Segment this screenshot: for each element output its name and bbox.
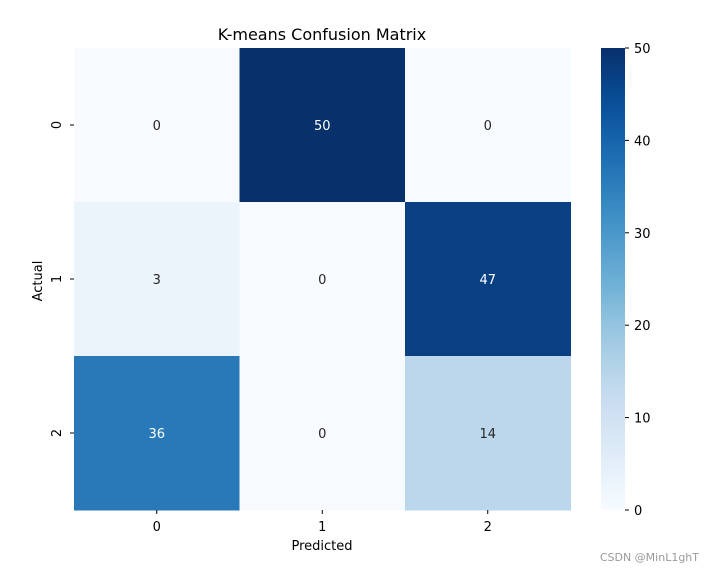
heatmap-cells: [74, 48, 571, 511]
x-tick-label-0: 0: [153, 520, 161, 535]
watermark: CSDN @MinL1ghT: [599, 551, 699, 564]
cell-value-1-0: 3: [153, 273, 161, 288]
colorbar-tick-label-1: 10: [634, 412, 651, 427]
cell-value-0-0: 0: [153, 119, 161, 134]
heatmap-cell-1-2: [405, 202, 571, 357]
x-axis-label: Predicted: [291, 539, 352, 554]
heatmap-cell-0-1: [239, 48, 406, 203]
colorbar-tick-label-4: 40: [634, 134, 651, 149]
heatmap-cell-2-0: [74, 356, 240, 511]
heatmap-cell-0-2: [405, 48, 571, 203]
y-axis-ticks: 0 1 2: [50, 121, 74, 437]
cell-value-1-1: 0: [318, 273, 326, 288]
heatmap-cell-0-0: [74, 48, 240, 203]
chart-title: K-means Confusion Matrix: [218, 25, 426, 44]
heatmap-cell-labels: 0 50 0 3 0 47 36 0 14: [148, 119, 496, 442]
colorbar: [601, 48, 625, 510]
y-tick-label-2: 2: [50, 429, 65, 437]
x-tick-label-1: 1: [318, 520, 326, 535]
colorbar-tick-label-5: 50: [634, 42, 651, 57]
cell-value-2-1: 0: [318, 427, 326, 442]
colorbar-tick-label-0: 0: [634, 504, 642, 519]
cell-value-0-1: 50: [314, 119, 331, 134]
x-tick-label-2: 2: [484, 520, 492, 535]
cell-value-1-2: 47: [479, 273, 496, 288]
colorbar-tick-label-3: 30: [634, 227, 651, 242]
heatmap-cell-1-1: [239, 202, 406, 357]
y-axis-label: Actual: [31, 261, 46, 302]
colorbar-tick-label-2: 20: [634, 319, 651, 334]
cell-value-0-2: 0: [484, 119, 492, 134]
heatmap-cell-2-2: [405, 356, 571, 511]
heatmap-cell-1-0: [74, 202, 240, 357]
cell-value-2-0: 36: [148, 427, 165, 442]
y-tick-label-0: 0: [50, 121, 65, 129]
cell-value-2-2: 14: [479, 427, 496, 442]
x-axis-ticks: 0 1 2: [153, 510, 492, 535]
y-tick-label-1: 1: [50, 275, 65, 283]
colorbar-ticks: 0 10 20 30 40 50: [625, 42, 651, 519]
heatmap-cell-2-1: [239, 356, 406, 511]
